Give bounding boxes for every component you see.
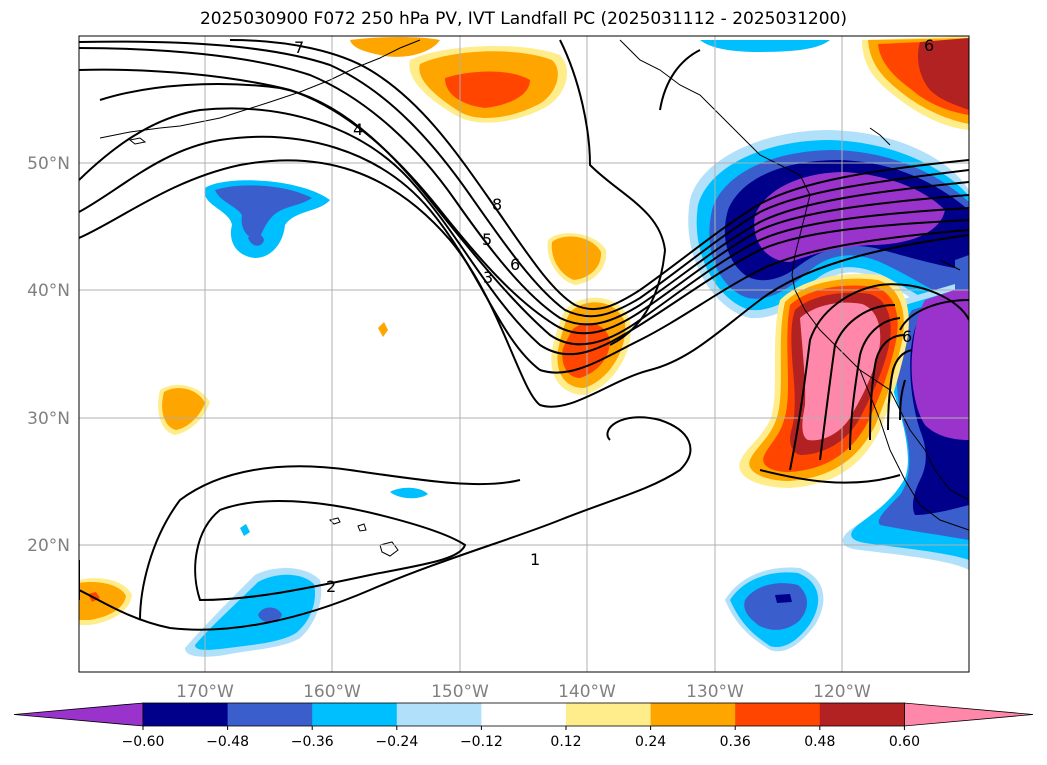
- contour-label-8: 8: [492, 195, 502, 214]
- colorbar-segment: [650, 703, 736, 726]
- colorbar-segments: [13, 702, 1034, 727]
- colorbar-tick-label: −0.24: [375, 734, 418, 750]
- coastlines: [99, 39, 969, 557]
- colorbar-tick-label: −0.48: [206, 734, 249, 750]
- lat-label-50n: 50°N: [27, 154, 70, 174]
- colorbar-tick-label: 0.60: [889, 734, 920, 750]
- contour-label-1: 1: [530, 550, 540, 569]
- lat-label-40n: 40°N: [27, 281, 70, 301]
- contour-label-6-top: 6: [924, 36, 934, 55]
- lat-label-20n: 20°N: [27, 536, 70, 556]
- colorbar-extend-min: [13, 702, 144, 727]
- colorbar-segment: [227, 703, 313, 726]
- colorbar: −0.60 −0.48 −0.36 −0.24 −0.12 0.12 0.24 0.36 0.4…: [13, 702, 1034, 750]
- colorbar-segment: [481, 703, 567, 726]
- contour-label-4: 4: [353, 120, 363, 139]
- colorbar-extend-max: [904, 702, 1034, 727]
- map-title: 2025030900 F072 250 hPa PV, IVT Landfall…: [199, 9, 847, 29]
- colorbar-segment: [143, 703, 229, 726]
- contour-label-2: 2: [326, 577, 336, 596]
- colorbar-segment: [735, 703, 821, 726]
- colorbar-tick-label: −0.36: [291, 734, 334, 750]
- colorbar-tick-label: 0.36: [720, 734, 751, 750]
- lon-label-150w: 150°W: [431, 682, 489, 702]
- colorbar-tick-label: −0.12: [460, 734, 503, 750]
- colorbar-segment: [566, 703, 652, 726]
- colorbar-tick-label: −0.60: [122, 734, 165, 750]
- lat-label-30n: 30°N: [27, 409, 70, 429]
- colorbar-segment: [819, 703, 905, 726]
- contour-labels: 7 4 8 5 6 3 1 2 6 6: [294, 36, 934, 596]
- contour-label-6: 6: [510, 255, 520, 274]
- pv-contours: [79, 39, 969, 631]
- gridlines: [79, 36, 969, 672]
- contour-label-7: 7: [294, 38, 304, 57]
- contour-label-5: 5: [482, 230, 492, 249]
- lon-label-120w: 120°W: [813, 682, 871, 702]
- colorbar-segment: [312, 703, 398, 726]
- map-frame: [78, 35, 970, 673]
- contour-label-3: 3: [483, 268, 493, 287]
- lon-label-170w: 170°W: [176, 682, 234, 702]
- lon-label-140w: 140°W: [558, 682, 616, 702]
- lon-label-160w: 160°W: [303, 682, 361, 702]
- shaded-anomalies: [79, 36, 969, 657]
- colorbar-ticks: −0.60 −0.48 −0.36 −0.24 −0.12 0.12 0.24 0.36 0.4…: [122, 726, 920, 750]
- colorbar-tick-label: 0.12: [550, 734, 581, 750]
- colorbar-segment: [396, 703, 482, 726]
- map-area: 7 4 8 5 6 3 1 2 6 6: [79, 36, 969, 672]
- lon-label-130w: 130°W: [686, 682, 744, 702]
- contour-label-6-right: 6: [902, 327, 912, 346]
- colorbar-tick-label: 0.24: [635, 734, 666, 750]
- latitude-labels: 50°N 40°N 30°N 20°N: [27, 154, 70, 556]
- colorbar-frame: [142, 702, 905, 727]
- colorbar-tick-label: 0.48: [804, 734, 835, 750]
- longitude-labels: 170°W 160°W 150°W 140°W 130°W 120°W: [176, 682, 871, 702]
